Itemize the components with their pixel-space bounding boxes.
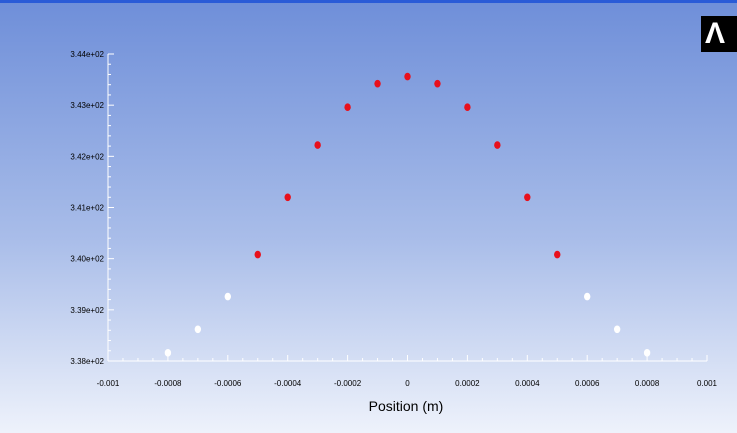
red-data-point	[284, 193, 291, 202]
y-tick-label: 3.42e+02	[70, 152, 104, 161]
scatter-chart: 3.38e+02 3.39e+02 3.40e+02 3.41e+02 3.42e+02…	[70, 50, 718, 414]
y-tick-label: 3.41e+02	[70, 204, 104, 213]
red-data-point	[524, 193, 531, 202]
white-data-point	[224, 292, 231, 301]
chart-axes	[107, 54, 707, 362]
brand-logo: Λ	[701, 16, 737, 52]
y-axis-ticks: 3.38e+02 3.39e+02 3.40e+02 3.41e+02 3.42e+02…	[70, 50, 114, 366]
white-data-point	[164, 349, 172, 357]
red-data-point	[554, 250, 561, 259]
y-tick-label: 3.43e+02	[70, 101, 104, 110]
x-tick-label: 0.001	[697, 379, 718, 388]
red-data-point	[464, 103, 471, 112]
x-tick-label: 0.0004	[515, 379, 540, 388]
x-tick-label: -0.0006	[214, 379, 242, 388]
x-tick-label: -0.0002	[334, 379, 362, 388]
y-tick-label: 3.44e+02	[70, 50, 104, 59]
red-data-point	[254, 250, 261, 259]
x-tick-label: 0	[405, 379, 410, 388]
white-data-point	[613, 325, 621, 334]
x-tick-label: 0.0002	[455, 379, 480, 388]
white-data-point	[584, 292, 591, 301]
y-tick-label: 3.38e+02	[70, 357, 104, 366]
white-data-point	[643, 349, 651, 357]
data-points	[164, 72, 651, 357]
red-data-point	[404, 72, 411, 81]
red-data-point	[374, 79, 381, 88]
x-tick-label: 0.0008	[635, 379, 660, 388]
y-tick-label: 3.40e+02	[70, 255, 104, 264]
x-tick-label: 0.0006	[575, 379, 600, 388]
x-tick-label: -0.001	[97, 379, 120, 388]
x-axis-ticks: -0.001 -0.0008 -0.0006 -0.0004 -0.0002 0 0.000…	[97, 355, 718, 388]
red-data-point	[434, 79, 441, 88]
red-data-point	[344, 103, 351, 112]
x-axis-label: Position (m)	[369, 398, 444, 414]
y-tick-label: 3.39e+02	[70, 306, 104, 315]
x-tick-label: -0.0008	[154, 379, 182, 388]
white-data-point	[194, 325, 202, 334]
x-tick-label: -0.0004	[274, 379, 302, 388]
red-data-point	[314, 141, 321, 149]
red-data-point	[494, 141, 501, 149]
